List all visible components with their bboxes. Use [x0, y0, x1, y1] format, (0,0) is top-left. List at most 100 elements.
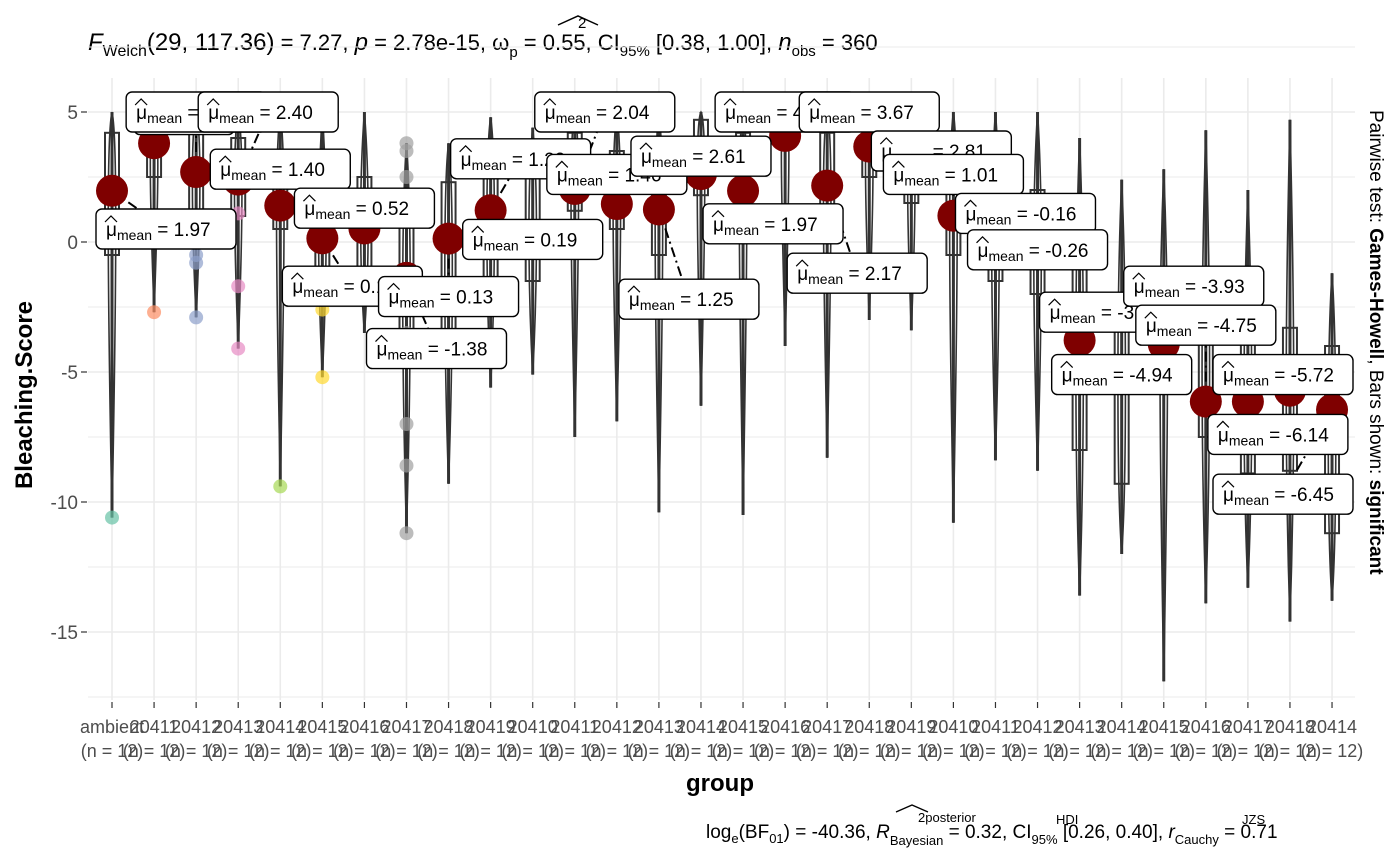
- x-axis-title: group: [686, 770, 754, 797]
- mean-label-hat: [1221, 360, 1235, 369]
- mean-label-hat: [627, 285, 641, 293]
- mean-label-hat: [543, 98, 557, 106]
- mean-label-hat: [964, 199, 977, 207]
- mean-label-text: μmean = 1.40: [220, 160, 325, 183]
- x-tick-n-label: (n = 12): [1175, 741, 1238, 761]
- x-tick-label: 20410: [928, 717, 978, 737]
- x-tick-label: 20414: [1097, 717, 1147, 737]
- mean-point: [1189, 385, 1222, 418]
- mean-label-hat: [104, 215, 118, 223]
- mean-label-hat: [639, 142, 653, 150]
- mean-label-text: μmean = 0.19: [473, 230, 578, 253]
- mean-label-hat: [1221, 480, 1235, 488]
- mean-label: μmean = -4.94: [1050, 353, 1193, 396]
- mean-label-box: [966, 229, 1109, 271]
- mean-label: μmean = 0.13: [377, 275, 520, 318]
- mean-label-box: [1212, 473, 1354, 515]
- x-tick-n-label: (n = 12): [1048, 741, 1111, 761]
- mean-label-text: μmean = 2.40: [208, 103, 313, 126]
- mean-label: μmean = 2.61: [630, 135, 772, 177]
- x-tick-n-label: (n = 12): [670, 741, 733, 761]
- outlier-point: [189, 310, 204, 325]
- mean-label-text: μmean = -0.16: [965, 204, 1076, 227]
- violin-outline: [822, 111, 832, 458]
- y-axis-title: Bleaching.Score: [11, 301, 38, 489]
- mean-label-box: [534, 91, 676, 133]
- mean-label-hat: [976, 235, 989, 244]
- x-tick-label: 20417: [381, 717, 431, 737]
- mean-label-text: μmean = 2.17: [797, 264, 902, 287]
- caption-r2-hat: [895, 804, 929, 813]
- x-tick-n-label: (n = 12): [628, 741, 691, 761]
- mean-label-text: μmean = -1.38: [376, 340, 487, 363]
- x-tick-n-label: (n = 12): [123, 741, 186, 761]
- mean-label-text: μmean = 2.04: [545, 103, 650, 126]
- mean-point: [474, 194, 507, 227]
- caption-r2-superscript: 2posterior: [918, 810, 976, 825]
- x-tick-n-label: (n = 12): [754, 741, 817, 761]
- mean-label-hat: [1216, 420, 1230, 428]
- violin-outline: [1285, 119, 1295, 622]
- mean-label-text: μmean = 1.01: [893, 165, 998, 188]
- mean-label-hat: [795, 259, 809, 267]
- mean-label-text: μmean = -4.75: [1146, 316, 1257, 339]
- mean-label: μmean = 1.01: [882, 153, 1025, 196]
- x-tick-n-label: (n = 12): [1217, 741, 1280, 761]
- mean-label-hat: [807, 98, 821, 106]
- x-tick-label: 20414: [676, 717, 726, 737]
- mean-label-box: [798, 91, 940, 133]
- outlier-point: [147, 305, 162, 320]
- mean-label-text: μmean = -4.94: [1062, 366, 1173, 389]
- y-tick-label: -10: [51, 493, 78, 514]
- y-tick-label: 5: [67, 103, 78, 124]
- mean-label: μmean = -6.14: [1207, 413, 1349, 456]
- mean-label: μmean = -3.93: [1123, 265, 1265, 307]
- x-tick-n-label: (n = 12): [501, 741, 564, 761]
- mean-label-text: μmean = 1.97: [106, 220, 211, 243]
- mean-label-hat: [206, 98, 220, 106]
- outlier-point: [399, 417, 414, 431]
- x-tick-label: 20414: [255, 717, 305, 737]
- y-tick-label: -15: [51, 623, 78, 644]
- mean-label: μmean = 1.40: [209, 148, 351, 190]
- x-tick-n-label: (n = 12): [1090, 741, 1153, 761]
- outlier-point: [105, 510, 119, 525]
- violin-outline: [359, 111, 369, 334]
- x-tick-n-label: (n = 12): [838, 741, 901, 761]
- x-tick-n-label: (n = 12): [333, 741, 396, 761]
- x-tick-label: 20415: [297, 717, 347, 737]
- mean-label-hat: [879, 137, 893, 145]
- x-tick-label: 20412: [1013, 717, 1063, 737]
- x-tick-n-label: (n = 12): [207, 741, 270, 761]
- x-tick-label: 20411: [130, 717, 179, 737]
- caption-ci-superscript: HDI: [1056, 812, 1078, 827]
- mean-label-text: μmean = 3.67: [809, 103, 914, 126]
- mean-point: [600, 188, 633, 221]
- mean-point: [642, 193, 675, 226]
- x-tick-label: 20415: [1139, 717, 1189, 737]
- x-tick-n-label: (n = 12): [249, 741, 312, 761]
- caption-r-superscript: JZS: [1242, 812, 1265, 827]
- mean-label-hat: [459, 144, 473, 153]
- title-omega-superscript: 2: [578, 15, 586, 32]
- mean-label: μmean = 0.52: [293, 187, 436, 229]
- x-tick-n-label: (n = 12): [375, 741, 438, 761]
- mean-label-box: [1212, 353, 1354, 396]
- x-tick-label: 20415: [718, 717, 768, 737]
- outlier-point: [315, 370, 330, 385]
- outlier-point: [399, 144, 414, 158]
- mean-label-hat: [471, 225, 485, 233]
- mean-label-hat: [290, 272, 304, 280]
- outlier-point: [231, 279, 246, 294]
- mean-label-box: [365, 327, 508, 370]
- mean-label-hat: [1144, 311, 1158, 319]
- x-tick-n-label: (n = 12): [586, 741, 649, 761]
- x-tick-label: 20417: [1223, 717, 1273, 737]
- x-tick-label: 20416: [1181, 717, 1231, 737]
- mean-point: [727, 174, 760, 207]
- x-tick-label: 20418: [1265, 717, 1315, 737]
- mean-label-box: [1207, 413, 1349, 456]
- outlier-point: [189, 255, 204, 270]
